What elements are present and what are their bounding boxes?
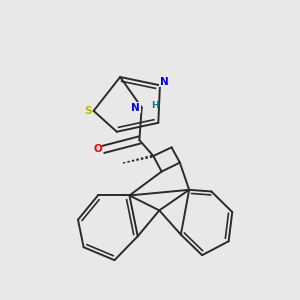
Text: H: H — [151, 101, 159, 110]
Text: S: S — [84, 106, 92, 116]
Text: O: O — [93, 144, 102, 154]
Text: N: N — [160, 77, 168, 87]
Text: N: N — [131, 103, 140, 112]
